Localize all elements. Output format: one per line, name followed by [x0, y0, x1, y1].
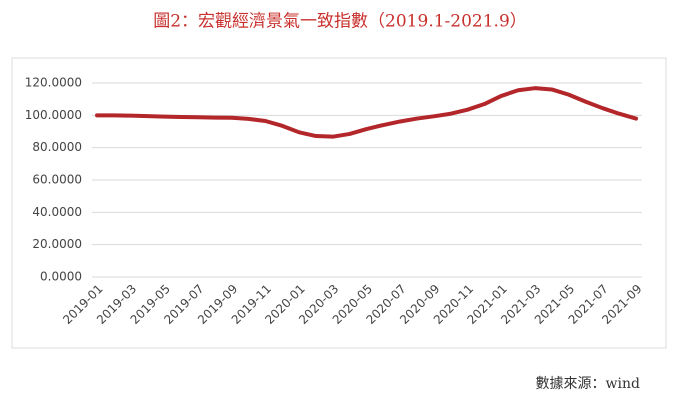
chart-frame — [11, 57, 667, 349]
y-tick-label: 0.0000 — [40, 270, 82, 284]
y-tick-label: 20.0000 — [32, 237, 82, 251]
y-tick-label: 120.0000 — [25, 76, 82, 90]
y-tick-label: 40.0000 — [32, 205, 82, 219]
y-tick-label: 60.0000 — [32, 173, 82, 187]
y-tick-label: 80.0000 — [32, 140, 82, 154]
chart-title: 圖2：宏觀經濟景氣一致指數（2019.1-2021.9） — [153, 12, 527, 32]
y-tick-label: 100.0000 — [25, 108, 82, 122]
data-line — [95, 86, 638, 139]
source-note: 數據來源：wind — [536, 376, 640, 392]
